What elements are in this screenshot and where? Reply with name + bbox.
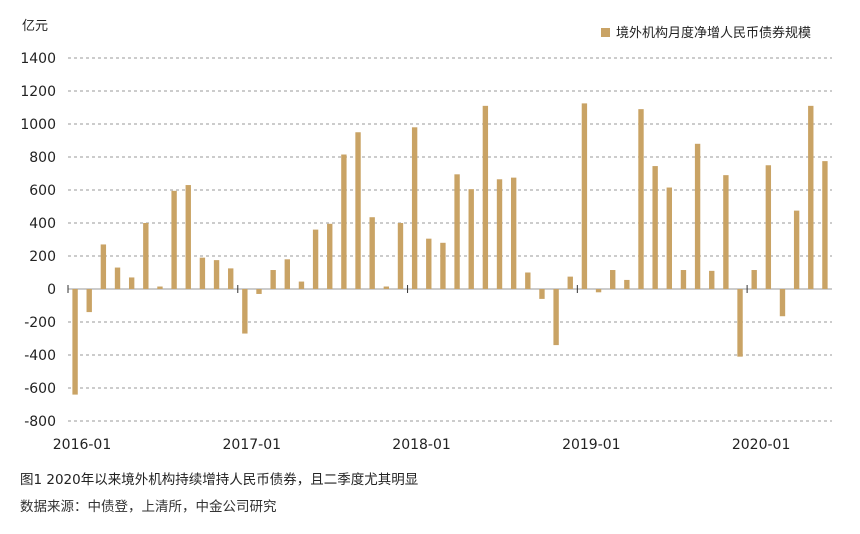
bar bbox=[426, 238, 432, 289]
bar bbox=[128, 277, 135, 289]
bar bbox=[666, 187, 672, 289]
bar bbox=[143, 223, 149, 289]
bar bbox=[624, 279, 630, 289]
bar bbox=[808, 105, 814, 289]
bar bbox=[256, 289, 262, 294]
legend: 境外机构月度净增人民币债券规模 bbox=[601, 25, 811, 41]
bar bbox=[355, 132, 361, 289]
figure-caption: 图1 2020年以来境外机构持续增持人民币债券，且二季度尤其明显 bbox=[20, 472, 419, 488]
bar bbox=[157, 286, 163, 289]
y-tick-label: 1000 bbox=[20, 117, 56, 133]
x-tick-label: 2019-01 bbox=[562, 437, 621, 453]
x-tick-label: 2016-01 bbox=[53, 437, 112, 453]
y-tick-label: -600 bbox=[24, 381, 56, 397]
bar bbox=[72, 289, 78, 395]
bar bbox=[539, 289, 545, 299]
x-axis: 2016-01 2017-01 2018-01 2019-01 2020-01 bbox=[53, 285, 791, 453]
gridlines bbox=[68, 57, 832, 422]
bar bbox=[242, 289, 248, 334]
bar bbox=[185, 185, 191, 289]
bar bbox=[737, 289, 743, 357]
y-axis-label: 亿元 bbox=[22, 19, 48, 34]
bar bbox=[595, 289, 602, 293]
bar bbox=[751, 270, 757, 289]
bar bbox=[525, 272, 531, 289]
bar bbox=[86, 289, 92, 313]
x-tick-label: 2020-01 bbox=[732, 437, 791, 453]
bar bbox=[482, 105, 489, 289]
y-tick-label: 400 bbox=[29, 216, 56, 232]
bar bbox=[114, 267, 121, 289]
bar bbox=[440, 242, 446, 289]
bar bbox=[468, 189, 474, 289]
bar bbox=[397, 223, 404, 289]
y-axis-tick-labels: 1400 1200 1000 800 600 400 200 0 -200 -400 -600 -80… bbox=[20, 51, 56, 430]
bar bbox=[411, 127, 418, 289]
bar bbox=[680, 270, 687, 289]
bar bbox=[822, 161, 828, 290]
legend-swatch bbox=[601, 28, 610, 37]
bar bbox=[100, 244, 107, 289]
bar bbox=[327, 223, 333, 289]
bar bbox=[694, 143, 701, 289]
bar bbox=[270, 270, 276, 289]
y-tick-label: -400 bbox=[24, 348, 56, 364]
bar bbox=[779, 289, 786, 317]
bar bbox=[383, 286, 390, 289]
bar bbox=[312, 229, 319, 289]
y-tick-label: -800 bbox=[24, 414, 56, 430]
bar bbox=[793, 210, 800, 289]
bar bbox=[284, 259, 290, 289]
bar bbox=[510, 177, 517, 289]
x-tick-label: 2018-01 bbox=[392, 437, 451, 453]
x-tick-label: 2017-01 bbox=[223, 437, 282, 453]
y-tick-label: 200 bbox=[29, 249, 56, 265]
bar bbox=[638, 109, 644, 290]
bar bbox=[213, 260, 220, 290]
legend-label: 境外机构月度净增人民币债券规模 bbox=[616, 25, 811, 41]
y-tick-label: 0 bbox=[47, 282, 56, 298]
bar bbox=[709, 270, 715, 289]
bar bbox=[298, 281, 305, 289]
bar bbox=[567, 276, 573, 290]
bar bbox=[228, 268, 234, 290]
bar bbox=[454, 174, 460, 289]
y-tick-label: 800 bbox=[29, 150, 56, 166]
y-tick-label: -200 bbox=[24, 315, 56, 331]
y-tick-label: 1400 bbox=[20, 51, 56, 67]
bar bbox=[171, 190, 177, 289]
y-tick-label: 600 bbox=[29, 183, 56, 199]
bars bbox=[72, 103, 828, 395]
figure-source: 数据来源：中债登，上清所，中金公司研究 bbox=[20, 499, 277, 515]
bar bbox=[765, 165, 772, 289]
bar-chart: 1400 1200 1000 800 600 400 200 0 -200 -400 -600 -80… bbox=[20, 19, 832, 453]
bar bbox=[652, 166, 658, 289]
bar bbox=[496, 179, 503, 289]
bar bbox=[199, 257, 206, 289]
bar bbox=[341, 154, 347, 289]
y-tick-label: 1200 bbox=[20, 84, 56, 100]
bar bbox=[723, 175, 729, 289]
bar bbox=[369, 217, 375, 289]
bar bbox=[581, 103, 588, 290]
bar bbox=[553, 289, 559, 346]
bar bbox=[610, 270, 616, 289]
